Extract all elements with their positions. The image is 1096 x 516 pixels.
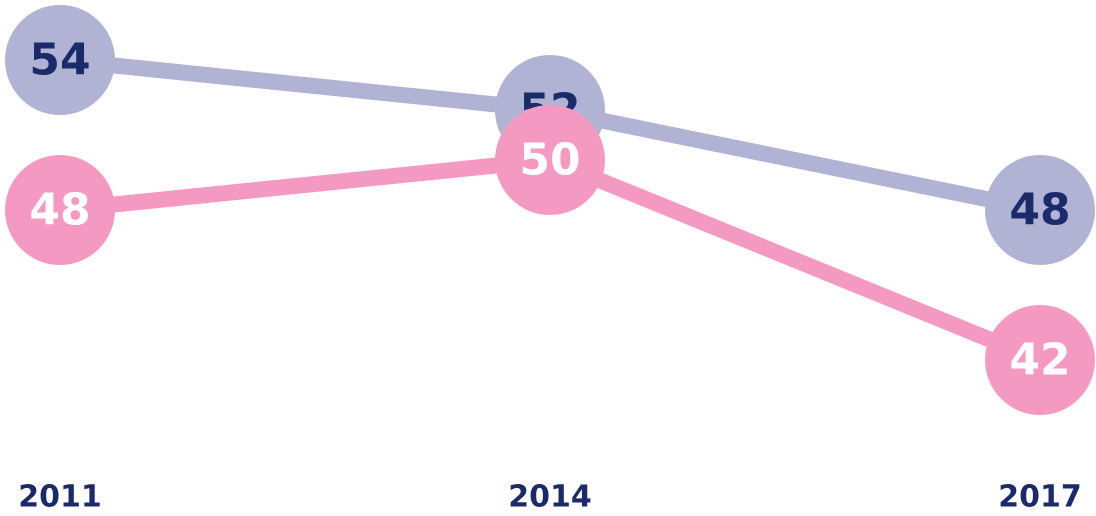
- value-label: 54: [29, 35, 90, 86]
- value-label: 50: [519, 135, 580, 186]
- point-marker: [495, 105, 605, 215]
- value-label: 48: [1009, 185, 1070, 236]
- point-marker: [985, 305, 1095, 415]
- point-marker: [985, 155, 1095, 265]
- x-tick-label: 2014: [508, 480, 592, 515]
- point-marker: [5, 155, 115, 265]
- value-label: 42: [1009, 335, 1070, 386]
- point-marker: [5, 5, 115, 115]
- x-tick-label: 2011: [18, 480, 102, 515]
- value-label: 48: [29, 185, 90, 236]
- x-tick-label: 2017: [998, 480, 1082, 515]
